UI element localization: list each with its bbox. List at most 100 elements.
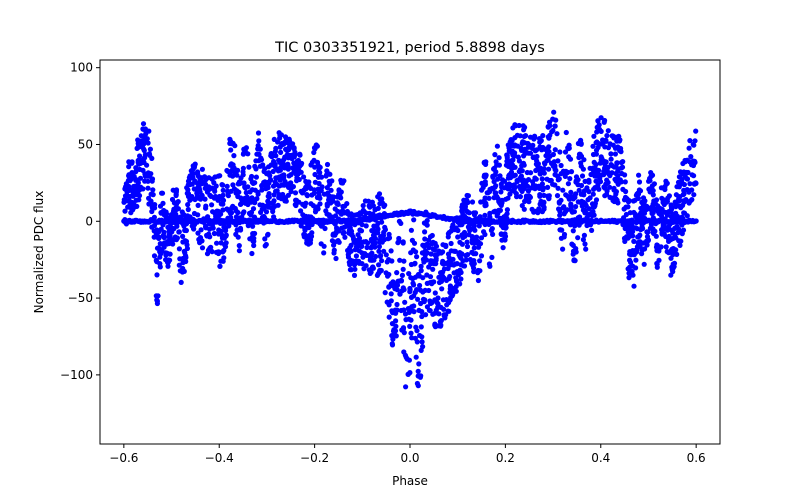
data-point — [623, 204, 629, 210]
data-point — [482, 212, 488, 218]
data-point — [517, 194, 524, 200]
data-point — [212, 193, 218, 200]
data-point — [593, 161, 599, 168]
data-point — [489, 254, 495, 260]
data-point — [293, 197, 300, 203]
data-point — [480, 184, 486, 191]
data-point — [277, 177, 283, 183]
data-point — [209, 202, 215, 208]
data-point — [545, 124, 551, 130]
data-point — [143, 131, 149, 137]
data-point — [680, 160, 686, 167]
data-point — [545, 184, 551, 190]
data-point — [508, 159, 514, 165]
data-point — [238, 195, 244, 201]
data-point — [424, 241, 430, 247]
data-point — [670, 261, 676, 267]
data-point — [586, 189, 592, 195]
data-point — [401, 330, 407, 336]
data-point — [407, 323, 413, 329]
data-point — [458, 276, 464, 282]
data-point — [178, 279, 184, 285]
data-point — [182, 227, 188, 233]
data-point — [647, 178, 653, 184]
data-point — [191, 210, 198, 217]
data-point — [220, 197, 226, 203]
data-point — [180, 233, 186, 239]
data-point — [371, 223, 377, 229]
data-point — [232, 205, 238, 212]
data-point — [512, 164, 518, 170]
data-point — [243, 190, 249, 196]
data-point — [676, 198, 682, 204]
data-point — [598, 172, 604, 178]
data-point — [622, 238, 628, 244]
data-point — [598, 115, 604, 121]
data-point — [605, 128, 611, 134]
data-point — [146, 195, 152, 201]
data-point — [364, 252, 370, 258]
data-point — [173, 190, 179, 196]
data-point — [333, 229, 340, 235]
data-point — [590, 191, 596, 197]
data-point — [376, 248, 382, 254]
data-point — [437, 249, 443, 255]
data-point — [558, 227, 564, 233]
data-point — [190, 166, 196, 172]
data-point — [195, 169, 201, 175]
data-point — [419, 334, 425, 340]
data-point — [361, 266, 367, 272]
data-point — [273, 175, 279, 181]
data-point — [348, 248, 354, 254]
data-point — [125, 193, 131, 199]
data-point — [364, 244, 370, 251]
data-point — [288, 180, 294, 186]
data-point — [424, 304, 430, 310]
data-point — [187, 175, 193, 181]
data-point — [452, 248, 458, 254]
data-point — [409, 237, 415, 243]
data-point — [424, 272, 430, 278]
data-point — [552, 147, 558, 153]
data-point — [635, 191, 642, 197]
data-point — [416, 361, 422, 367]
data-point — [324, 185, 330, 191]
data-point — [335, 208, 341, 214]
data-point — [546, 166, 552, 172]
data-point — [633, 225, 639, 231]
data-point — [415, 296, 421, 302]
data-point — [171, 200, 177, 206]
data-point — [137, 153, 143, 159]
data-point — [689, 197, 695, 203]
data-point — [123, 181, 129, 187]
data-point — [464, 200, 470, 206]
data-point — [440, 297, 446, 303]
data-point — [146, 151, 152, 157]
data-point — [329, 178, 335, 184]
data-point — [615, 181, 621, 187]
data-point — [145, 185, 151, 191]
data-point — [137, 175, 144, 181]
x-tick-label: 0.2 — [496, 451, 515, 465]
data-point — [233, 231, 239, 237]
data-point — [633, 257, 639, 263]
data-point — [589, 227, 595, 233]
data-point — [529, 145, 535, 151]
data-point — [140, 167, 146, 173]
data-point — [402, 311, 409, 317]
data-point — [464, 239, 470, 245]
data-point — [338, 180, 344, 186]
data-point — [550, 127, 556, 134]
data-point — [500, 245, 506, 251]
data-point — [460, 235, 466, 241]
data-point — [604, 177, 610, 183]
data-point — [185, 202, 191, 208]
data-point — [326, 197, 332, 203]
data-point — [647, 225, 654, 231]
data-point — [514, 132, 521, 138]
data-point — [448, 240, 454, 247]
data-point — [622, 225, 628, 232]
data-point — [247, 236, 253, 242]
x-tick-label: 0.0 — [400, 451, 419, 465]
data-point — [692, 159, 698, 166]
